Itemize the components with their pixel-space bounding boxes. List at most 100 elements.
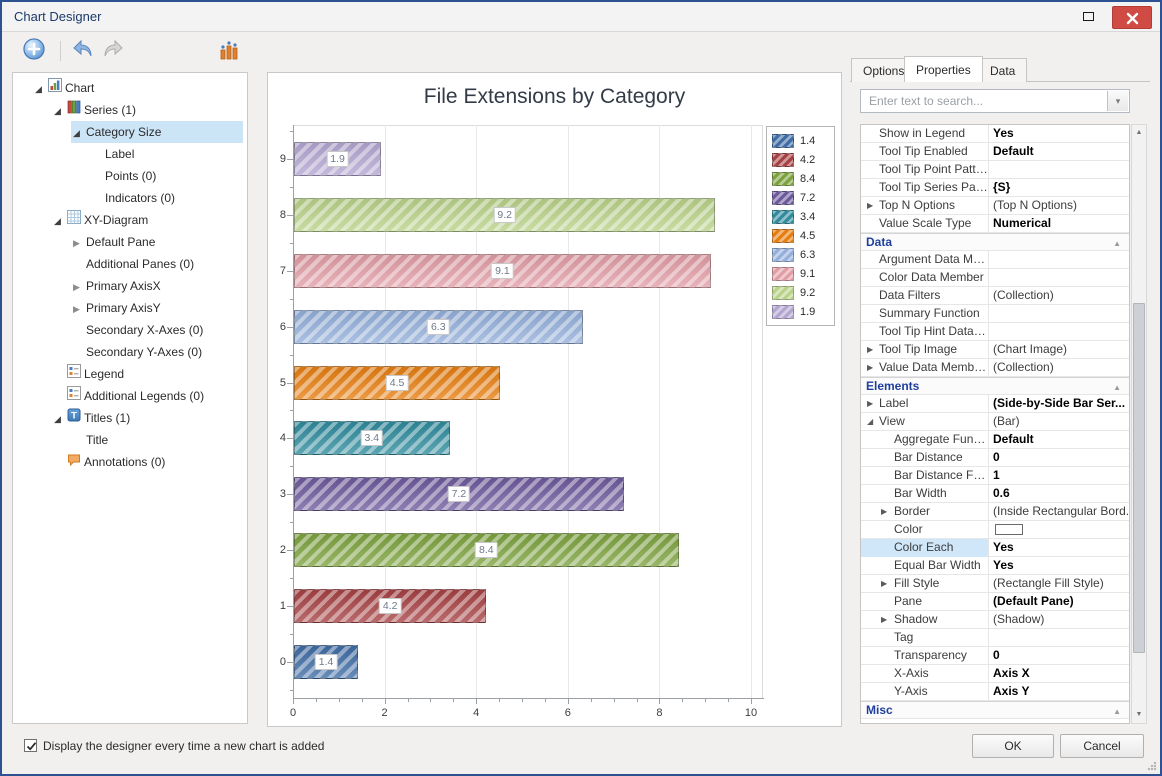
property-tool-tip-series-pattern[interactable]: Tool Tip Series Pattern {S} <box>861 179 1129 197</box>
chart-type-button[interactable] <box>216 37 244 65</box>
tree-item-legend[interactable]: Legend <box>13 363 247 385</box>
property-tag[interactable]: Tag <box>861 629 1129 647</box>
property-value[interactable]: Axis Y <box>993 684 1030 698</box>
tree-item-additional-legends-0[interactable]: Additional Legends (0) <box>13 385 247 407</box>
property-shadow[interactable]: ▶ Shadow (Shadow) <box>861 611 1129 629</box>
property-value[interactable]: (Shadow) <box>993 612 1045 626</box>
tree-item-default-pane[interactable]: ▶ Default Pane <box>13 231 247 253</box>
property-value[interactable]: 1 <box>993 468 1000 482</box>
search-input[interactable] <box>867 92 1097 110</box>
property-label[interactable]: ▶ Label (Side-by-Side Bar Ser... <box>861 395 1129 413</box>
property-grid-scrollbar[interactable]: ▲ ▼ <box>1131 124 1147 724</box>
scrollbar-thumb[interactable] <box>1133 303 1145 653</box>
property-color[interactable]: Color <box>861 521 1129 539</box>
property-value-scale-type[interactable]: Value Scale Type Numerical <box>861 215 1129 233</box>
property-argument-data-me[interactable]: Argument Data Me... <box>861 251 1129 269</box>
property-fill-style[interactable]: ▶ Fill Style (Rectangle Fill Style) <box>861 575 1129 593</box>
expand-property-icon[interactable]: ▶ <box>881 579 888 588</box>
tree-item-primary-axisy[interactable]: ▶ Primary AxisY <box>13 297 247 319</box>
property-data-filters[interactable]: Data Filters (Collection) <box>861 287 1129 305</box>
bar-category-0[interactable] <box>294 645 359 679</box>
cancel-button[interactable]: Cancel <box>1060 734 1144 758</box>
color-swatch[interactable] <box>995 524 1023 535</box>
tree-item-points-0[interactable]: Points (0) <box>13 165 247 187</box>
property-tool-tip-point-pattern[interactable]: Tool Tip Point Pattern <box>861 161 1129 179</box>
tree-item-category-size[interactable]: ◢ Category Size <box>13 121 247 143</box>
property-bar-distance[interactable]: Bar Distance 0 <box>861 449 1129 467</box>
tree-item-secondary-y-axes-0[interactable]: Secondary Y-Axes (0) <box>13 341 247 363</box>
tree-item-annotations-0[interactable]: Annotations (0) <box>13 451 247 473</box>
property-value[interactable] <box>989 629 1129 647</box>
undo-button[interactable] <box>70 37 98 65</box>
property-value[interactable]: {S} <box>993 180 1011 194</box>
property-value[interactable]: (Collection) <box>993 288 1054 302</box>
collapse-property-icon[interactable]: ◢ <box>867 417 874 426</box>
property-value[interactable]: Axis X <box>993 666 1030 680</box>
property-value[interactable] <box>989 269 1129 287</box>
collapse-category-icon[interactable]: ▲ <box>1113 707 1121 716</box>
property-value[interactable]: Yes <box>993 126 1014 140</box>
expand-glyph[interactable]: ◢ <box>54 413 61 424</box>
tree-item-series-1[interactable]: ◢ Series (1) <box>13 99 247 121</box>
property-value[interactable]: 0 <box>993 450 1000 464</box>
property-value[interactable]: (Rectangle Fill Style) <box>993 576 1104 590</box>
expand-property-icon[interactable]: ▶ <box>867 399 874 408</box>
tree-item-xy-diagram[interactable]: ◢ XY-Diagram <box>13 209 247 231</box>
chart-legend[interactable]: 1.4 4.2 8.4 7.2 3.4 4.5 6.3 9.1 9.2 1.9 <box>766 126 835 326</box>
property-show-in-legend[interactable]: Show in Legend Yes <box>861 125 1129 143</box>
collapse-glyph[interactable]: ▶ <box>73 303 80 314</box>
collapse-category-icon[interactable]: ▲ <box>1113 239 1121 248</box>
property-border[interactable]: ▶ Border (Inside Rectangular Bord... <box>861 503 1129 521</box>
expand-glyph[interactable]: ◢ <box>54 105 61 116</box>
property-value[interactable]: (Chart Image) <box>993 342 1068 356</box>
chevron-down-icon[interactable]: ▾ <box>1107 91 1128 111</box>
property-value[interactable] <box>989 305 1129 323</box>
collapse-glyph[interactable]: ▶ <box>73 237 80 248</box>
close-button[interactable] <box>1112 6 1152 29</box>
expand-glyph[interactable]: ◢ <box>73 127 80 138</box>
property-y-axis[interactable]: Y-Axis Axis Y <box>861 683 1129 701</box>
property-color-data-member[interactable]: Color Data Member <box>861 269 1129 287</box>
expand-glyph[interactable]: ◢ <box>35 83 42 94</box>
tree-item-label[interactable]: Label <box>13 143 247 165</box>
property-transparency[interactable]: Transparency 0 <box>861 647 1129 665</box>
property-tool-tip-enabled[interactable]: Tool Tip Enabled Default <box>861 143 1129 161</box>
expand-property-icon[interactable]: ▶ <box>881 615 888 624</box>
property-equal-bar-width[interactable]: Equal Bar Width Yes <box>861 557 1129 575</box>
property-summary-function[interactable]: Summary Function <box>861 305 1129 323</box>
redo-button[interactable] <box>100 37 128 65</box>
collapse-category-icon[interactable]: ▲ <box>1113 383 1121 392</box>
tree-item-indicators-0[interactable]: Indicators (0) <box>13 187 247 209</box>
category-data[interactable]: Data ▲ <box>861 233 1129 251</box>
display-designer-checkbox[interactable] <box>24 739 37 752</box>
tree-item-secondary-x-axes-0[interactable]: Secondary X-Axes (0) <box>13 319 247 341</box>
category-misc[interactable]: Misc ▲ <box>861 701 1129 719</box>
property-value[interactable] <box>989 161 1129 179</box>
resize-grip[interactable] <box>1147 761 1157 771</box>
category-elements[interactable]: Elements ▲ <box>861 377 1129 395</box>
property-tool-tip-hint-data-m[interactable]: Tool Tip Hint Data M... <box>861 323 1129 341</box>
bar-category-8[interactable] <box>294 197 716 232</box>
expand-property-icon[interactable]: ▶ <box>867 201 874 210</box>
property-value[interactable] <box>989 323 1129 341</box>
property-value[interactable]: 0.6 <box>993 486 1010 500</box>
property-tool-tip-image[interactable]: ▶ Tool Tip Image (Chart Image) <box>861 341 1129 359</box>
collapse-glyph[interactable]: ▶ <box>73 281 80 292</box>
tab-data[interactable]: Data <box>978 58 1028 82</box>
tree-item-title[interactable]: Title <box>13 429 247 451</box>
property-x-axis[interactable]: X-Axis Axis X <box>861 665 1129 683</box>
property-value[interactable]: Numerical <box>993 216 1052 230</box>
expand-property-icon[interactable]: ▶ <box>881 507 888 516</box>
property-value[interactable] <box>989 251 1129 269</box>
property-view[interactable]: ◢ View (Bar) <box>861 413 1129 431</box>
add-chart-button[interactable] <box>22 37 50 65</box>
ok-button[interactable]: OK <box>972 734 1054 758</box>
property-aggregate-funct[interactable]: Aggregate Funct... Default <box>861 431 1129 449</box>
expand-property-icon[interactable]: ▶ <box>867 345 874 354</box>
chart-title[interactable]: File Extensions by Category <box>423 85 686 108</box>
maximize-icon[interactable] <box>1083 12 1094 21</box>
property-value[interactable]: 0 <box>993 648 1000 662</box>
property-value[interactable]: (Inside Rectangular Bord... <box>993 504 1129 518</box>
property-value[interactable]: (Top N Options) <box>993 198 1078 212</box>
property-value[interactable]: Yes <box>993 540 1014 554</box>
